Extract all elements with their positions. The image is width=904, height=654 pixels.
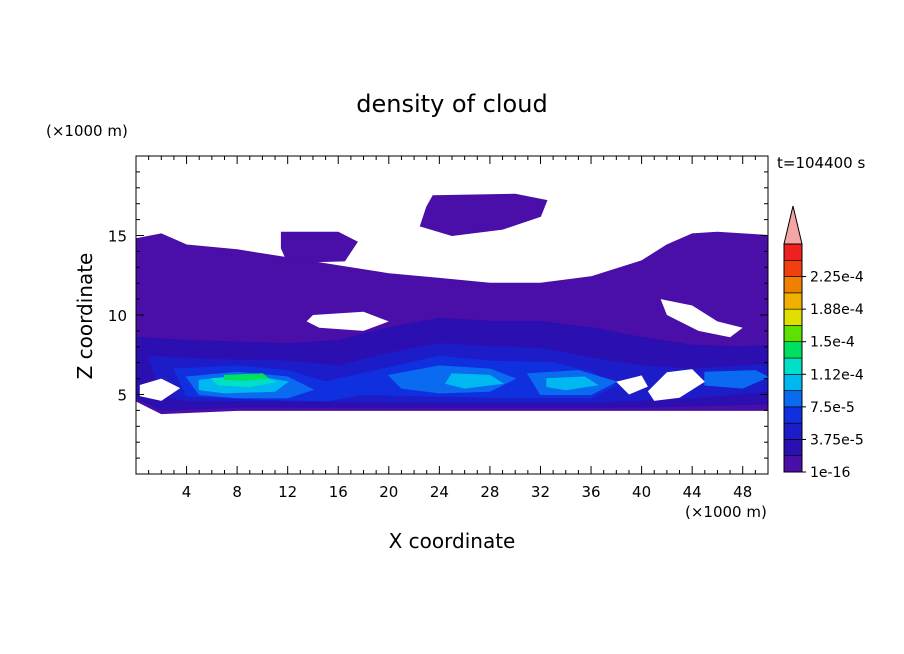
x-tick-label: 40	[632, 483, 651, 501]
contour-region-2	[419, 193, 548, 237]
colorbar-label: 1.88e-4	[810, 302, 864, 318]
cloud-gap-2	[139, 378, 181, 401]
y-tick-label: 5	[117, 387, 127, 405]
colorbar-swatch	[783, 406, 803, 424]
contour-region-14	[224, 373, 271, 381]
contour-region-11	[444, 373, 505, 389]
colorbar-label: 1.12e-4	[810, 367, 864, 383]
cloud-gap-4	[616, 375, 648, 395]
colorbar-swatch	[783, 455, 803, 473]
colorbar-swatch	[783, 243, 803, 261]
colorbar-swatch	[783, 292, 803, 310]
y-unit-label: (×1000 m)	[46, 122, 128, 140]
x-tick-label: 36	[581, 483, 600, 501]
x-tick-label: 16	[329, 483, 348, 501]
colorbar-frame	[783, 243, 803, 473]
x-tick-label: 28	[480, 483, 499, 501]
contour-region-12	[546, 376, 599, 391]
x-tick-label: 32	[531, 483, 550, 501]
plot-area	[136, 193, 768, 415]
contour-region-1	[280, 231, 358, 264]
contour-region-9	[704, 370, 768, 389]
colorbar-swatch	[783, 357, 803, 375]
colorbar-swatch	[783, 373, 803, 391]
y-axis-label: Z coordinate	[73, 253, 97, 380]
colorbar-label: 2.25e-4	[810, 270, 864, 286]
cloud-gap-1	[660, 299, 743, 338]
time-label: t=104400 s	[777, 154, 865, 172]
x-tick-label: 20	[379, 483, 398, 501]
colorbar-overflow-arrow	[783, 205, 803, 245]
colorbar-label: 1e-16	[810, 465, 850, 481]
cloud-gap-0	[306, 311, 389, 331]
cloud-gap-3	[647, 369, 705, 401]
x-tick-label: 12	[278, 483, 297, 501]
colorbar-label: 1.5e-4	[810, 335, 855, 351]
y-tick-label: 10	[108, 307, 127, 325]
x-unit-label: (×1000 m)	[685, 503, 767, 521]
x-tick-label: 8	[232, 483, 242, 501]
x-tick-label: 4	[182, 483, 192, 501]
colorbar-swatch	[783, 276, 803, 294]
y-tick-label: 15	[108, 228, 127, 246]
colorbar-swatch	[783, 259, 803, 277]
colorbar-swatch	[783, 325, 803, 343]
colorbar-label: 7.5e-5	[810, 400, 855, 416]
colorbar-swatch	[783, 439, 803, 457]
colorbar-label: 3.75e-5	[810, 432, 864, 448]
colorbar-swatch	[783, 390, 803, 408]
colorbar-swatch	[783, 341, 803, 359]
colorbar-swatch	[783, 422, 803, 440]
x-tick-label: 44	[683, 483, 702, 501]
colorbar: 1e-16 3.75e-5 7.5e-5 1.12e-4 1.5e-4 1.88e-4 2.…	[783, 205, 864, 481]
chart-title: density of cloud	[356, 90, 547, 118]
x-tick-label: 48	[733, 483, 752, 501]
x-axis-label: X coordinate	[389, 529, 516, 553]
x-tick-label: 24	[430, 483, 449, 501]
colorbar-swatch	[783, 308, 803, 326]
